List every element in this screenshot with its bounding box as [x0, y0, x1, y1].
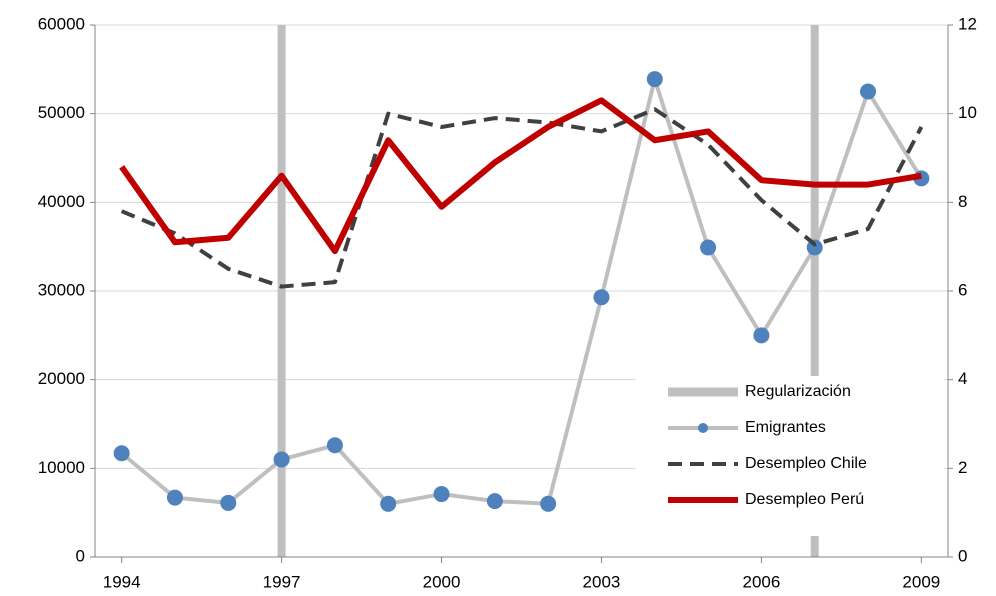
y2-tick-label: 6 [958, 280, 967, 299]
y-tick-label: 20000 [38, 369, 85, 388]
marker [593, 289, 610, 306]
legend-box [636, 376, 944, 536]
bar [810, 25, 819, 557]
y2-tick-label: 0 [958, 546, 967, 565]
y-tick-label: 50000 [38, 103, 85, 122]
y2-tick-label: 4 [958, 369, 967, 388]
y-tick-label: 30000 [38, 280, 85, 299]
marker [753, 327, 770, 344]
bar [277, 25, 286, 557]
marker [380, 495, 397, 512]
series-line [120, 77, 924, 506]
legend-marker [698, 423, 708, 433]
y-tick-label: 40000 [38, 192, 85, 211]
y2-tick-label: 10 [958, 103, 977, 122]
marker [860, 83, 877, 100]
x-tick-label: 2006 [742, 572, 780, 591]
series-line [120, 107, 924, 289]
marker [540, 495, 557, 512]
marker [166, 489, 183, 506]
marker [220, 494, 237, 511]
y-tick-label: 0 [76, 546, 85, 565]
legend-label: Desempleo Chile [745, 455, 867, 472]
series-line [119, 97, 922, 255]
x-tick-label: 1994 [103, 572, 141, 591]
marker [113, 445, 130, 462]
x-tick-label: 2009 [902, 572, 940, 591]
y2-tick-label: 8 [958, 192, 967, 211]
marker [700, 239, 717, 256]
x-tick-label: 2000 [423, 572, 461, 591]
legend-label: Desempleo Perú [745, 491, 864, 508]
y-tick-label: 60000 [38, 14, 85, 33]
marker [433, 486, 450, 503]
marker [486, 493, 503, 510]
legend: Regularización Emigrantes Desempleo Chile D… [636, 376, 944, 536]
x-tick-label: 2003 [583, 572, 621, 591]
y2-tick-label: 2 [958, 458, 967, 477]
y-tick-label: 10000 [38, 458, 85, 477]
legend-label: Regularización [745, 383, 851, 400]
legend-label: Emigrantes [745, 419, 826, 436]
marker [273, 451, 290, 468]
marker [326, 437, 343, 454]
x-tick-label: 1997 [263, 572, 301, 591]
y2-tick-label: 12 [958, 14, 977, 33]
marker [646, 71, 663, 88]
